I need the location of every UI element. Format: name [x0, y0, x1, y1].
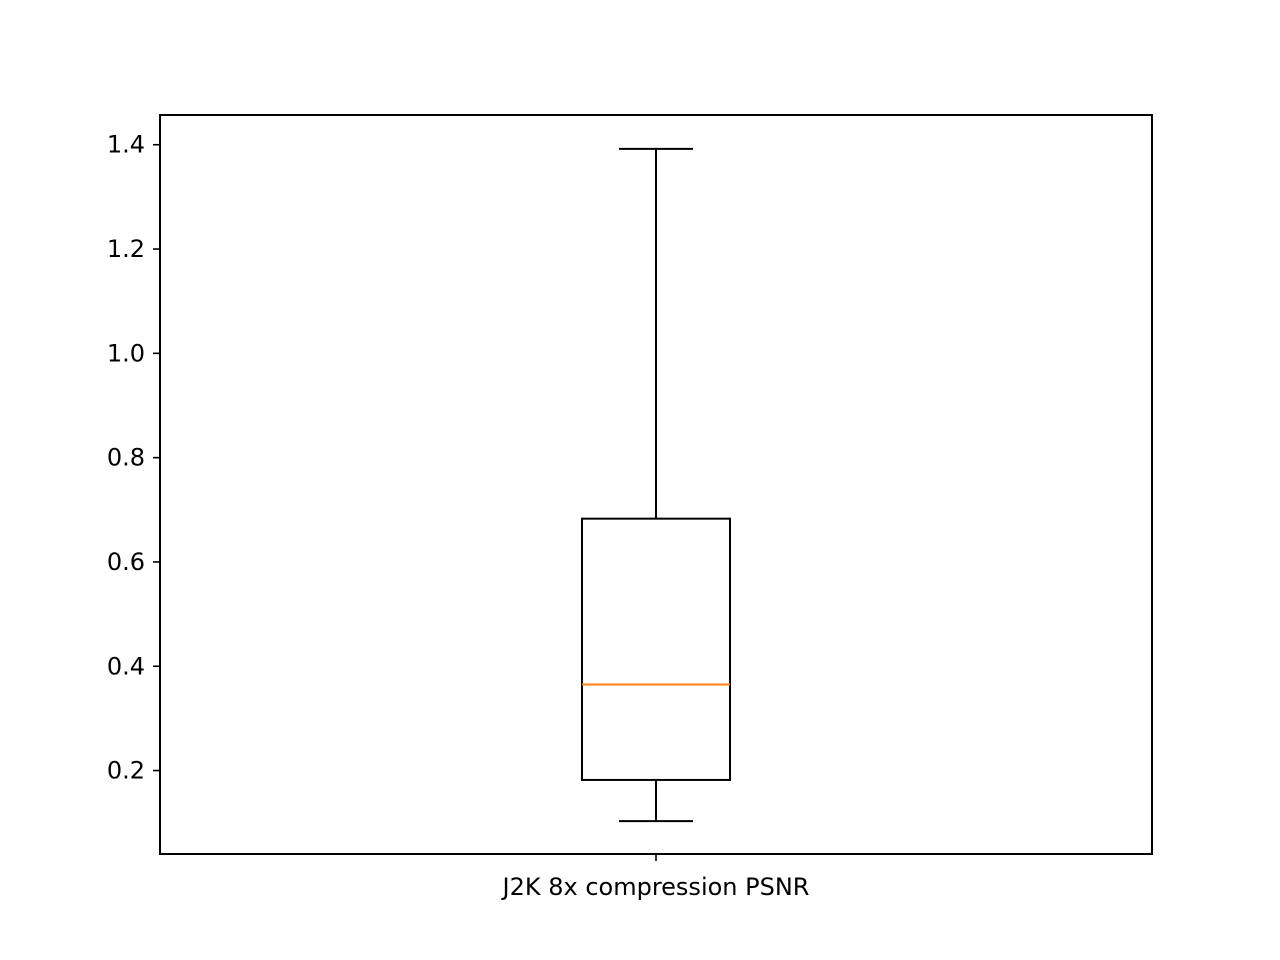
plot-area-frame	[159, 114, 1153, 855]
y-tick-label: 0.2	[107, 757, 145, 785]
iqr-box	[581, 517, 731, 781]
box-group	[581, 147, 731, 823]
y-tick-label: 0.4	[107, 652, 145, 680]
x-tick-label: J2K 8x compression PSNR	[501, 873, 810, 901]
y-tick-label: 1.0	[107, 339, 145, 367]
x-axis: J2K 8x compression PSNR	[501, 854, 810, 901]
y-tick-label: 0.6	[107, 548, 145, 576]
box-series	[581, 147, 731, 823]
y-tick-label: 1.2	[107, 235, 145, 263]
y-axis: 0.2 0.4 0.6 0.8 1.0 1.2 1.4	[107, 131, 160, 785]
y-tick-label: 1.4	[107, 131, 145, 159]
y-tick-label: 0.8	[107, 444, 145, 472]
